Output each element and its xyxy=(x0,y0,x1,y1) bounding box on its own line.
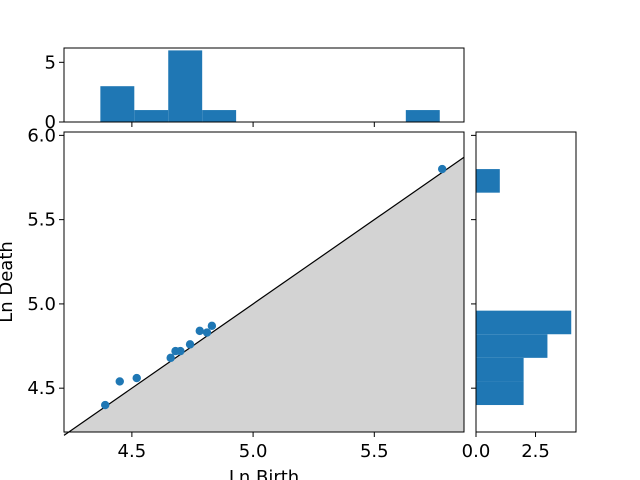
top-histogram: 05 xyxy=(45,47,465,133)
right-hist-x-tick-label-0: 0.0 xyxy=(462,441,491,462)
right-hist-frame xyxy=(475,131,577,433)
top-hist-bar-2 xyxy=(168,50,203,122)
y-axis-title: Ln Death xyxy=(0,241,17,323)
top-hist-bar-1 xyxy=(134,110,169,122)
main-x-tick-label-2: 5.5 xyxy=(360,441,389,462)
main-y-tick-label-3: 6.0 xyxy=(27,125,56,146)
top-hist-frame xyxy=(63,47,465,123)
main-x-tick-label-0: 4.5 xyxy=(118,441,147,462)
right-hist-bar-0 xyxy=(476,381,524,406)
top-hist-bar-3 xyxy=(202,110,237,122)
top-hist-y-tick-label-0: 0 xyxy=(45,112,56,133)
scatter-point-8 xyxy=(202,328,212,337)
main-plot-frame xyxy=(63,131,465,433)
scatter-point-10 xyxy=(437,164,447,174)
main-y-tick-label-1: 5.0 xyxy=(27,294,56,315)
x-axis-title: Ln Birth xyxy=(229,467,299,480)
right-hist-x-tick-label-1: 2.5 xyxy=(521,441,550,462)
right-hist-bar-3 xyxy=(476,310,572,335)
right-hist-bar-1 xyxy=(476,357,524,382)
diagonal-line xyxy=(63,156,465,436)
scatter-point-6 xyxy=(185,340,195,349)
top-hist-y-tick-label-1: 5 xyxy=(45,52,56,73)
top-hist-bar-9 xyxy=(405,110,440,122)
main-x-tick-label-1: 5.0 xyxy=(239,441,268,462)
right-hist-bar-2 xyxy=(476,334,548,358)
scatter-point-3 xyxy=(166,353,175,363)
scatter-point-0 xyxy=(101,400,110,410)
scatter-point-2 xyxy=(132,373,141,383)
right-histogram: 0.0 2.5 xyxy=(462,131,577,462)
main-y-tick-label-2: 5.5 xyxy=(27,210,56,231)
scatter-point-9 xyxy=(207,321,217,331)
top-hist-bar-0 xyxy=(100,86,135,122)
scatter-point-1 xyxy=(115,377,124,386)
scatter-point-7 xyxy=(195,326,204,336)
right-hist-bar-9 xyxy=(476,169,500,193)
scatter-point-5 xyxy=(176,346,185,356)
main-y-tick-label-0: 4.5 xyxy=(27,378,56,399)
main-scatter-plot: 4.5 5.0 5.5 4.5 5.0 5.5 6.0 xyxy=(27,125,465,462)
